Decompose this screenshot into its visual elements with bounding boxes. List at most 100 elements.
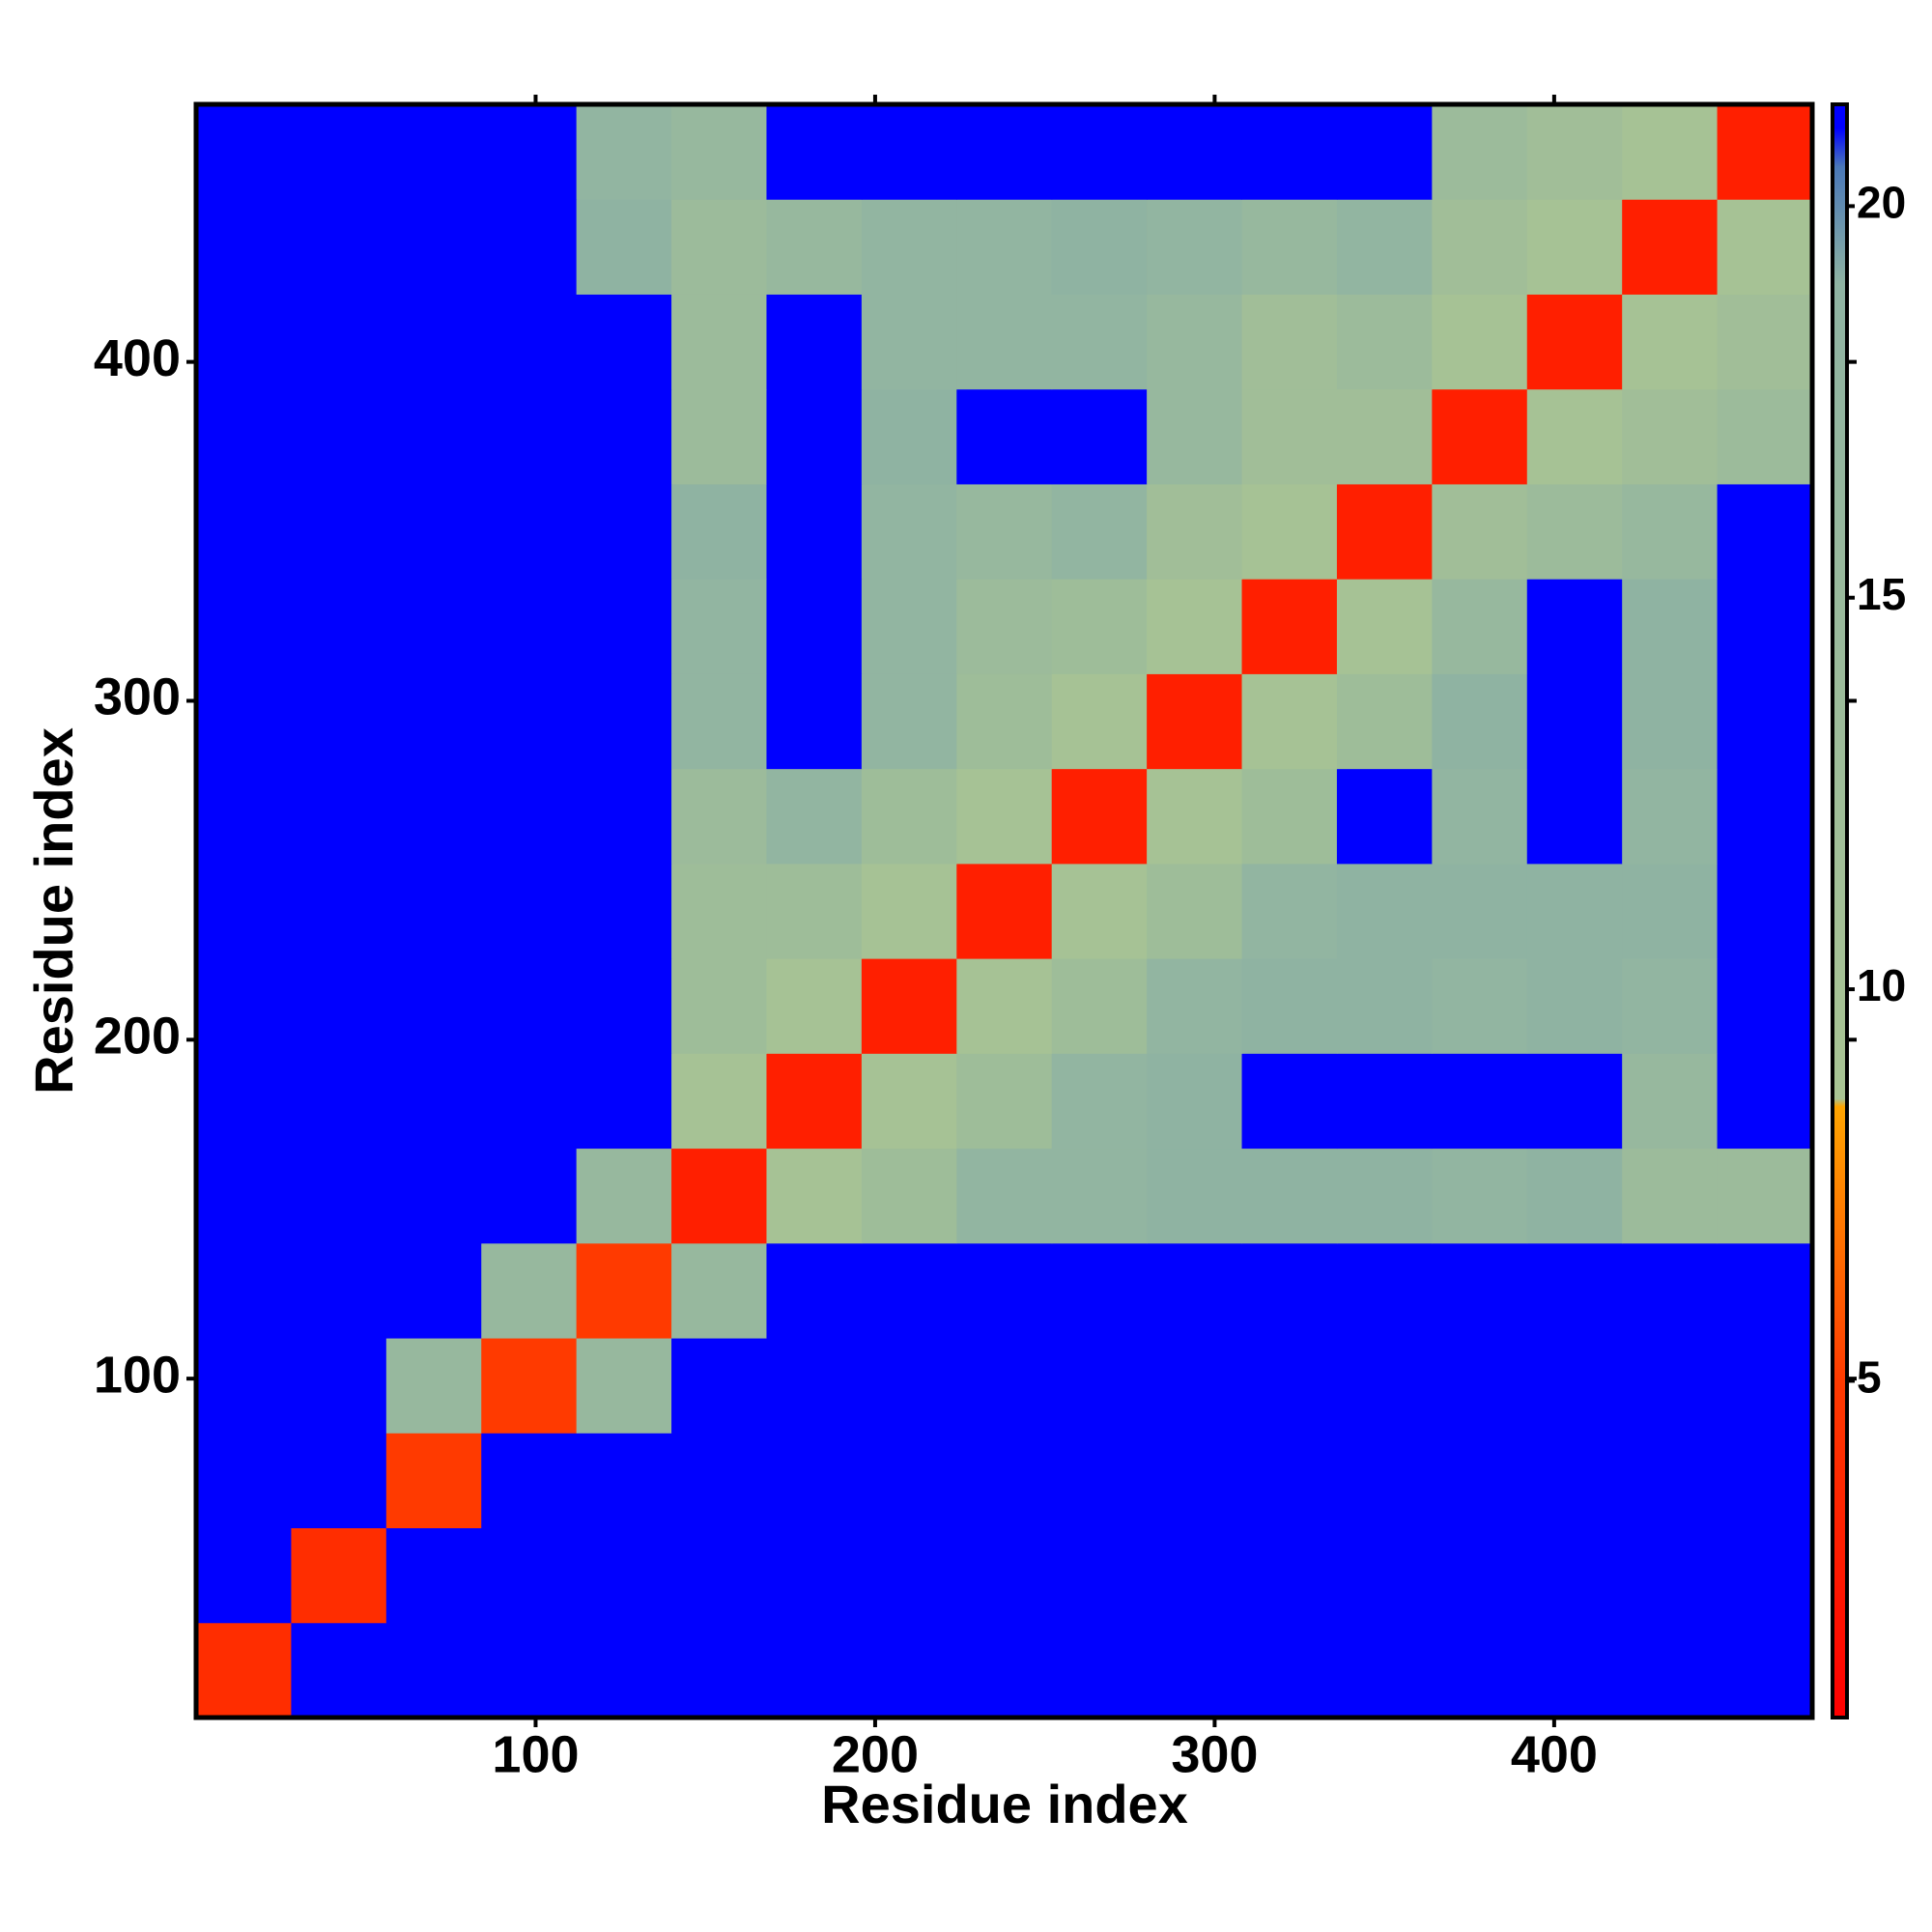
heatmap-cell xyxy=(1622,104,1719,200)
heatmap-cell xyxy=(291,483,387,580)
heatmap-cell xyxy=(291,104,387,200)
heatmap-cell xyxy=(1051,483,1148,580)
heatmap-cell xyxy=(671,294,767,390)
heatmap-cell xyxy=(1526,579,1623,674)
heatmap-cell xyxy=(1241,579,1338,674)
heatmap-cell xyxy=(1432,388,1528,485)
heatmap-cell xyxy=(1147,1338,1243,1434)
heatmap-cell xyxy=(385,1242,482,1339)
heatmap-cell xyxy=(1432,1338,1528,1434)
heatmap-cell xyxy=(1241,673,1338,770)
heatmap-cell xyxy=(1432,958,1528,1054)
heatmap-cell xyxy=(861,1338,957,1434)
heatmap-cell xyxy=(481,1527,578,1624)
heatmap-cell xyxy=(861,958,957,1054)
heatmap-cell xyxy=(1432,104,1528,200)
heatmap-cell xyxy=(196,673,292,770)
heatmap-cell xyxy=(196,768,292,865)
heatmap-cell xyxy=(481,199,578,295)
heatmap-cell xyxy=(1336,1242,1433,1339)
y-tick-label: 100 xyxy=(94,1346,181,1404)
heatmap-cell xyxy=(1622,1053,1719,1150)
heatmap-cell xyxy=(1622,1338,1719,1434)
heatmap-cell xyxy=(481,1148,578,1244)
heatmap-cell xyxy=(1241,863,1338,959)
heatmap-cell xyxy=(385,1622,482,1719)
heatmap-cell xyxy=(1336,1527,1433,1624)
heatmap-cell xyxy=(671,673,767,770)
heatmap-cell xyxy=(1526,1433,1623,1529)
heatmap-cell xyxy=(1526,199,1623,295)
heatmap-cell xyxy=(1622,1433,1719,1529)
heatmap-cell xyxy=(481,863,578,959)
heatmap-cell xyxy=(196,1527,292,1624)
heatmap-cell xyxy=(385,483,482,580)
heatmap-cell xyxy=(481,768,578,865)
heatmap-cell xyxy=(1336,1338,1433,1434)
heatmap-cell xyxy=(196,1338,292,1434)
heatmap-cell xyxy=(1336,863,1433,959)
heatmap-cell xyxy=(1622,673,1719,770)
heatmap-cell xyxy=(1336,1148,1433,1244)
heatmap-cell xyxy=(956,483,1053,580)
heatmap-cell xyxy=(861,294,957,390)
heatmap-cell xyxy=(576,1433,672,1529)
heatmap-cell xyxy=(1526,1622,1623,1719)
heatmap-cell xyxy=(576,1527,672,1624)
heatmap-cell xyxy=(1717,1148,1813,1244)
heatmap-cell xyxy=(481,1242,578,1339)
heatmap-cell xyxy=(956,1338,1053,1434)
heatmap-cell xyxy=(1147,768,1243,865)
heatmap-cell xyxy=(1241,388,1338,485)
heatmap-cell xyxy=(576,1242,672,1339)
heatmap-cell xyxy=(1241,1433,1338,1529)
heatmap-cell xyxy=(1717,104,1813,200)
heatmap-cell xyxy=(1432,673,1528,770)
heatmap-cell xyxy=(956,863,1053,959)
heatmap-cell xyxy=(766,1338,863,1434)
heatmap-cell xyxy=(1241,958,1338,1054)
heatmap-cell xyxy=(1051,958,1148,1054)
y-tick-label: 200 xyxy=(94,1008,181,1065)
heatmap-cell xyxy=(196,958,292,1054)
heatmap-cell xyxy=(1622,1527,1719,1624)
heatmap-cell xyxy=(671,1622,767,1719)
heatmap-cells xyxy=(196,104,1813,1719)
heatmap-cell xyxy=(481,1433,578,1529)
heatmap-cell xyxy=(1241,1338,1338,1434)
colorbar-tick-label: 5 xyxy=(1857,1352,1882,1403)
heatmap-cell xyxy=(861,1622,957,1719)
heatmap-cell xyxy=(861,1148,957,1244)
heatmap-cell xyxy=(1526,1527,1623,1624)
heatmap-cell xyxy=(1147,673,1243,770)
heatmap-cell xyxy=(1622,863,1719,959)
heatmap-cell xyxy=(1432,1148,1528,1244)
y-tick-label: 300 xyxy=(94,668,181,726)
heatmap-cell xyxy=(1336,1622,1433,1719)
heatmap-cell xyxy=(1432,768,1528,865)
heatmap-cell xyxy=(766,483,863,580)
heatmap-cell xyxy=(956,104,1053,200)
heatmap-cell xyxy=(385,1148,482,1244)
heatmap-cell xyxy=(1051,199,1148,295)
heatmap-cell xyxy=(1241,104,1338,200)
heatmap-cell xyxy=(576,1338,672,1434)
heatmap-cell xyxy=(291,1053,387,1150)
heatmap-cell xyxy=(1622,1242,1719,1339)
heatmap-cell xyxy=(1526,388,1623,485)
heatmap-cell xyxy=(196,579,292,674)
heatmap-cell xyxy=(1717,1622,1813,1719)
heatmap-cell xyxy=(1432,1527,1528,1624)
heatmap-cell xyxy=(766,1622,863,1719)
heatmap-cell xyxy=(385,673,482,770)
heatmap-cell xyxy=(766,579,863,674)
heatmap-cell xyxy=(766,199,863,295)
heatmap-cell xyxy=(1717,1242,1813,1339)
heatmap-cell xyxy=(956,1242,1053,1339)
heatmap-cell xyxy=(1717,1053,1813,1150)
heatmap-cell xyxy=(1622,768,1719,865)
heatmap-cell xyxy=(956,1053,1053,1150)
heatmap-cell xyxy=(766,1433,863,1529)
heatmap-cell xyxy=(291,1148,387,1244)
heatmap-cell xyxy=(576,579,672,674)
